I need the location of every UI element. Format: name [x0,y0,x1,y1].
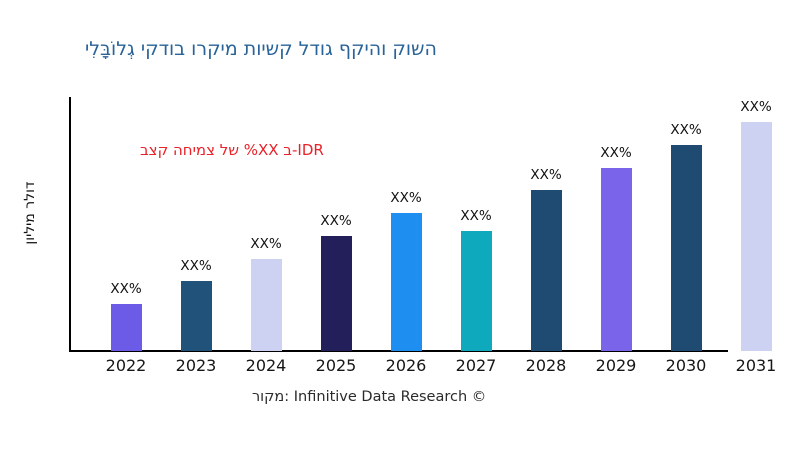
bar-value-label-2029: XX% [600,145,632,161]
growth-rate-annotation: IDR-ב XX% של צמיחה קצב [140,141,324,159]
bar-2022 [110,304,142,351]
bar-value-label-2026: XX% [390,190,422,206]
source-note: מקור: Infinitive Data Research © [252,389,487,405]
bar-2026 [390,213,422,351]
x-tick-label-2022: 2022 [105,356,147,375]
bar-value-label-2030: XX% [670,122,702,138]
x-axis-line [69,350,728,352]
bar-value-label-2025: XX% [320,213,352,229]
x-tick-label-2030: 2030 [665,356,707,375]
bar-2031 [740,122,772,351]
y-axis-line [69,97,71,352]
bar-value-label-2027: XX% [460,208,492,224]
bar-2023 [180,281,212,351]
bar-2024 [250,259,282,351]
bar-value-label-2028: XX% [530,167,562,183]
x-tick-label-2027: 2027 [455,356,497,375]
x-tick-label-2031: 2031 [735,356,777,375]
x-tick-label-2024: 2024 [245,356,287,375]
x-tick-label-2025: 2025 [315,356,357,375]
chart-title: השוק והיקף גודל קשיות מיקרו בודקי גְלוֹב… [85,38,437,60]
bar-2030 [670,145,702,351]
bar-value-label-2022: XX% [110,281,142,297]
bar-2028 [530,190,562,351]
x-tick-label-2023: 2023 [175,356,217,375]
bar-2027 [460,231,492,351]
x-tick-label-2028: 2028 [525,356,567,375]
x-tick-label-2029: 2029 [595,356,637,375]
y-axis-label: דולר מיליון [22,181,38,245]
bar-value-label-2024: XX% [250,236,282,252]
bar-value-label-2023: XX% [180,258,212,274]
bar-2029 [600,168,632,351]
x-tick-label-2026: 2026 [385,356,427,375]
bar-value-label-2031: XX% [740,99,772,115]
bar-2025 [320,236,352,351]
